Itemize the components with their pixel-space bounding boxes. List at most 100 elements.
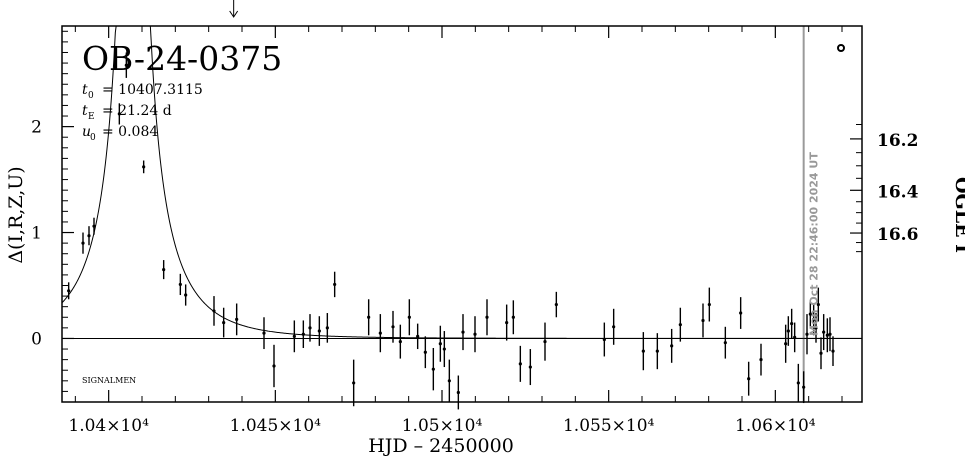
data-marker — [819, 351, 823, 355]
data-marker — [235, 317, 239, 321]
data-marker — [511, 315, 515, 319]
data-point — [543, 322, 547, 361]
data-marker — [790, 322, 794, 326]
param-tE-value: = 21.24 d — [102, 103, 172, 119]
data-point — [301, 320, 305, 348]
data-marker — [812, 317, 816, 321]
data-point — [292, 320, 296, 353]
data-point — [272, 344, 276, 388]
data-marker — [416, 334, 420, 338]
data-point — [325, 313, 329, 343]
x-tick-label: 1.05×10⁴ — [402, 416, 483, 436]
data-point — [162, 260, 166, 280]
data-point — [184, 284, 188, 306]
data-point — [423, 336, 427, 369]
data-point — [178, 273, 182, 296]
param-t0-subscript: 0 — [88, 91, 94, 101]
param-t0: t 0 = 10407.3115 — [82, 82, 203, 101]
data-marker — [816, 302, 820, 307]
data-marker — [641, 349, 645, 353]
param-t0-symbol: t — [82, 82, 88, 98]
data-point — [670, 328, 674, 363]
data-point — [802, 371, 806, 404]
y-right-tick-label: 16.6 — [877, 225, 918, 245]
param-tE-subscript: E — [88, 112, 95, 122]
data-point — [212, 296, 216, 326]
data-point — [812, 303, 816, 336]
data-marker — [723, 341, 727, 345]
y-axis-label-right: OGLE I — [951, 177, 965, 253]
data-marker — [391, 325, 395, 329]
data-point — [416, 323, 420, 350]
data-marker — [825, 333, 829, 337]
data-marker — [317, 329, 321, 333]
x-axis-label: HJD – 2450000 — [368, 435, 514, 457]
data-marker — [505, 320, 509, 325]
data-point — [222, 307, 226, 338]
y-left-tick-label: 1 — [31, 224, 42, 244]
y-left-tick-label: 0 — [31, 329, 42, 349]
data-point — [819, 337, 823, 370]
data-marker — [485, 315, 489, 319]
data-marker — [670, 344, 674, 348]
data-point — [87, 226, 91, 246]
data-marker — [262, 331, 266, 335]
data-point — [816, 287, 820, 322]
data-point — [793, 322, 797, 353]
data-marker — [442, 347, 446, 351]
data-point — [456, 375, 460, 410]
param-u0-value: = 0.084 — [102, 124, 158, 140]
data-marker — [124, 63, 128, 67]
chart-title: OB-24-0375 — [82, 39, 282, 78]
data-point — [317, 316, 321, 346]
data-marker — [554, 302, 558, 307]
param-u0-subscript: 0 — [90, 133, 96, 143]
legend-open-circle-marker — [837, 44, 845, 52]
data-marker — [447, 379, 451, 383]
data-marker — [786, 329, 790, 333]
data-point — [828, 317, 832, 352]
data-marker — [398, 340, 402, 344]
data-point — [511, 300, 515, 335]
data-marker — [793, 335, 797, 339]
data-point — [67, 282, 71, 300]
data-point — [831, 336, 835, 366]
data-point — [485, 299, 489, 336]
data-marker — [272, 364, 276, 368]
data-point — [612, 308, 616, 345]
data-marker — [828, 332, 832, 336]
data-point — [117, 103, 121, 125]
param-t0-value: = 10407.3115 — [102, 82, 203, 98]
y-axis-label-left: Δ(I,R,Z,U) — [5, 166, 27, 263]
data-point — [92, 217, 96, 235]
data-point — [805, 314, 809, 355]
data-point — [790, 308, 794, 339]
data-marker — [456, 390, 460, 395]
data-marker — [431, 367, 435, 371]
data-point — [461, 314, 465, 351]
y-right-tick-label: 16.4 — [877, 182, 919, 202]
data-point — [554, 291, 558, 318]
data-marker — [747, 377, 751, 381]
data-marker — [701, 318, 705, 323]
data-marker — [528, 365, 532, 369]
data-marker — [378, 331, 382, 335]
data-marker — [707, 302, 711, 307]
data-point — [723, 326, 727, 359]
data-point — [825, 318, 829, 353]
data-marker — [407, 315, 411, 319]
data-marker — [612, 325, 616, 329]
data-point — [367, 299, 371, 336]
data-point — [391, 310, 395, 343]
data-point — [378, 314, 382, 353]
data-marker — [222, 320, 226, 325]
param-tE-symbol: t — [82, 103, 88, 119]
signature-label: SIGNALMEN — [82, 376, 136, 385]
data-point — [142, 160, 146, 174]
data-point — [528, 349, 532, 386]
data-marker — [802, 385, 806, 389]
model-curve — [61, 25, 862, 339]
data-marker — [352, 381, 356, 385]
data-marker — [301, 332, 305, 336]
